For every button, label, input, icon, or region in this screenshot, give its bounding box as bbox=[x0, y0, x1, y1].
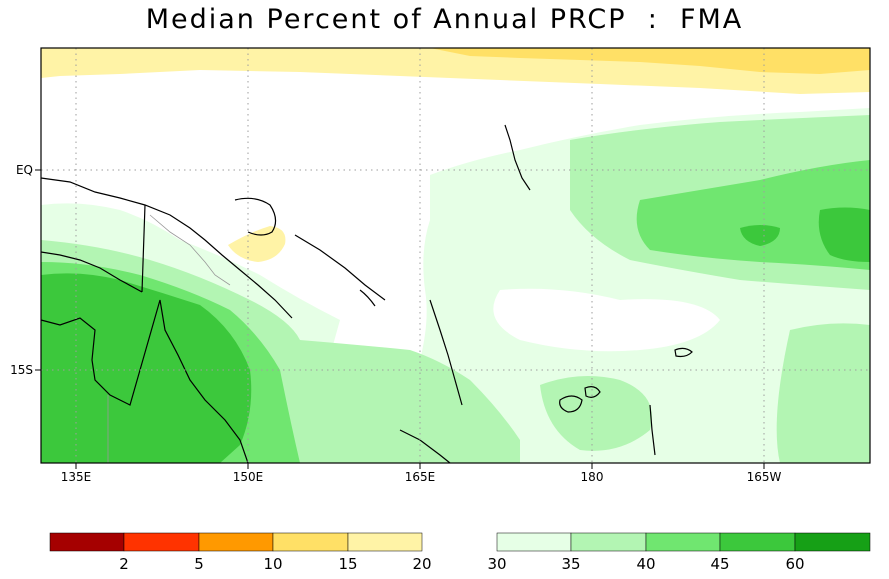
region-green-45-east bbox=[818, 207, 870, 262]
region-green-35-se bbox=[776, 323, 870, 463]
region-green-45-australia bbox=[41, 273, 252, 463]
lon-label-165e: 165E bbox=[405, 470, 436, 484]
region-green-40-east bbox=[636, 160, 870, 270]
legend-wet-swatch-3 bbox=[719, 532, 796, 552]
coastline-new-caledonia bbox=[399, 429, 451, 464]
gridlines bbox=[41, 48, 870, 463]
legend-wet-label-4: 60 bbox=[785, 555, 804, 573]
lon-label-165w: 165W bbox=[747, 470, 782, 484]
coastline-australia bbox=[40, 299, 249, 464]
legend-dry-label-4: 20 bbox=[412, 555, 431, 573]
legend-wet-swatch-2 bbox=[645, 532, 721, 552]
border-png bbox=[149, 214, 231, 286]
legend-dry-label-3: 15 bbox=[338, 555, 357, 573]
legend-dry-swatch-0 bbox=[49, 532, 125, 552]
legend-dry: 2 5 10 15 20 bbox=[49, 532, 432, 573]
lon-label-135e: 135E bbox=[61, 470, 92, 484]
map-title: Median Percent of Annual PRCP : FMA bbox=[145, 4, 744, 35]
region-green-45-spot bbox=[740, 225, 780, 246]
legend-wet-swatch-1 bbox=[570, 532, 647, 552]
coastline-tonga bbox=[649, 404, 656, 456]
coastline-solomons bbox=[294, 234, 386, 307]
region-green-35-fiji bbox=[540, 376, 652, 451]
legend-wet-swatch-0 bbox=[496, 532, 572, 552]
legend-dry-swatch-2 bbox=[198, 532, 274, 552]
lon-label-150e: 150E bbox=[233, 470, 264, 484]
region-north-yellow bbox=[430, 48, 870, 74]
axis-ticks bbox=[35, 169, 765, 469]
legend-dry-swatch-4 bbox=[347, 532, 423, 552]
legend-wet-label-1: 35 bbox=[561, 555, 580, 573]
coastlines bbox=[40, 124, 693, 464]
legend-wet-label-3: 45 bbox=[710, 555, 729, 573]
legend-wet-label-0: 30 bbox=[487, 555, 506, 573]
legend-wet-swatch-4 bbox=[794, 532, 871, 552]
map-frame bbox=[40, 47, 871, 464]
coastline-vanuatu bbox=[429, 299, 463, 406]
lat-label-15s: 15S bbox=[10, 363, 33, 377]
region-png-yellow-spot bbox=[228, 226, 286, 262]
coastline-new-britain bbox=[234, 197, 277, 236]
legend-dry-swatch-3 bbox=[272, 532, 349, 552]
region-white-patch bbox=[493, 288, 720, 352]
coastline-fiji bbox=[559, 386, 601, 413]
legend-wet-label-2: 40 bbox=[636, 555, 655, 573]
borders bbox=[107, 214, 231, 463]
legend-dry-label-2: 10 bbox=[263, 555, 282, 573]
lon-label-180: 180 bbox=[581, 470, 604, 484]
coastline-samoa bbox=[674, 347, 693, 358]
legend-dry-label-1: 5 bbox=[194, 555, 204, 573]
region-green-35-south bbox=[300, 340, 520, 463]
legend-dry-swatch-1 bbox=[123, 532, 200, 552]
coastline-kiribati bbox=[504, 124, 531, 191]
legend-dry-label-0: 2 bbox=[119, 555, 129, 573]
coastline-new-guinea bbox=[40, 177, 293, 319]
lat-label-eq: EQ bbox=[16, 163, 33, 177]
legend-wet: 30 35 40 45 60 bbox=[487, 532, 871, 573]
